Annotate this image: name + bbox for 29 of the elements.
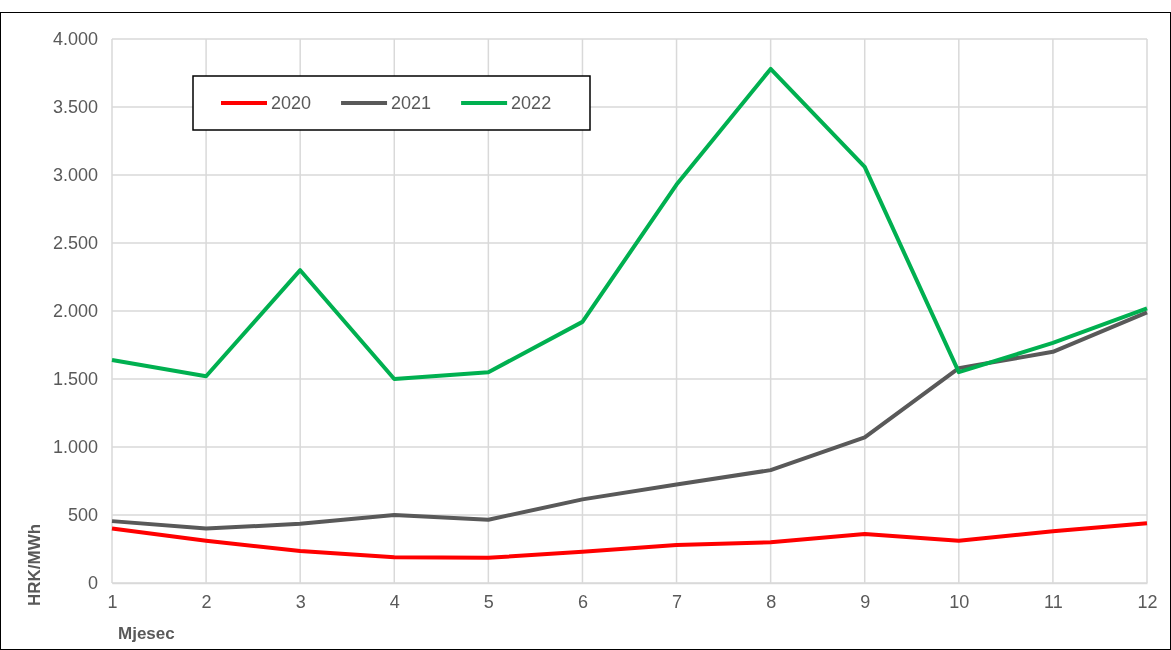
x-tick-label: 10 <box>949 591 970 612</box>
legend-label: 2021 <box>391 93 432 113</box>
line-series <box>110 521 1149 560</box>
x-tick-label: 4 <box>389 591 400 612</box>
y-tick-label: 2.000 <box>52 301 98 322</box>
x-tick-label: 12 <box>1137 591 1158 612</box>
x-tick-label: 8 <box>766 591 777 612</box>
y-tick-label: 3.000 <box>52 165 98 186</box>
x-tick-label: 3 <box>295 591 306 612</box>
x-tick-label: 1 <box>107 591 118 612</box>
x-tick-label: 11 <box>1044 591 1063 612</box>
y-tick-label: 500 <box>67 505 98 526</box>
line-series <box>110 310 1149 531</box>
x-tick-label: 2 <box>201 591 212 612</box>
legend-label: 2020 <box>271 93 312 113</box>
legend-label: 2022 <box>511 93 552 113</box>
x-axis-title: Mjesec <box>118 624 175 643</box>
y-axis-title: HRK/MWh <box>25 523 44 606</box>
line-series <box>110 66 1149 381</box>
y-tick-label: 1.000 <box>52 437 98 458</box>
x-tick-label: 5 <box>483 591 494 612</box>
y-tick-label: 4.000 <box>52 29 98 50</box>
y-tick-label: 3.500 <box>52 97 98 118</box>
y-tick-label: 1.500 <box>52 369 98 390</box>
x-tick-label: 9 <box>860 591 871 612</box>
y-tick-label: 2.500 <box>52 233 98 254</box>
y-tick-label: 0 <box>87 573 98 594</box>
x-tick-label: 6 <box>577 591 588 612</box>
x-tick-label: 7 <box>672 591 683 612</box>
